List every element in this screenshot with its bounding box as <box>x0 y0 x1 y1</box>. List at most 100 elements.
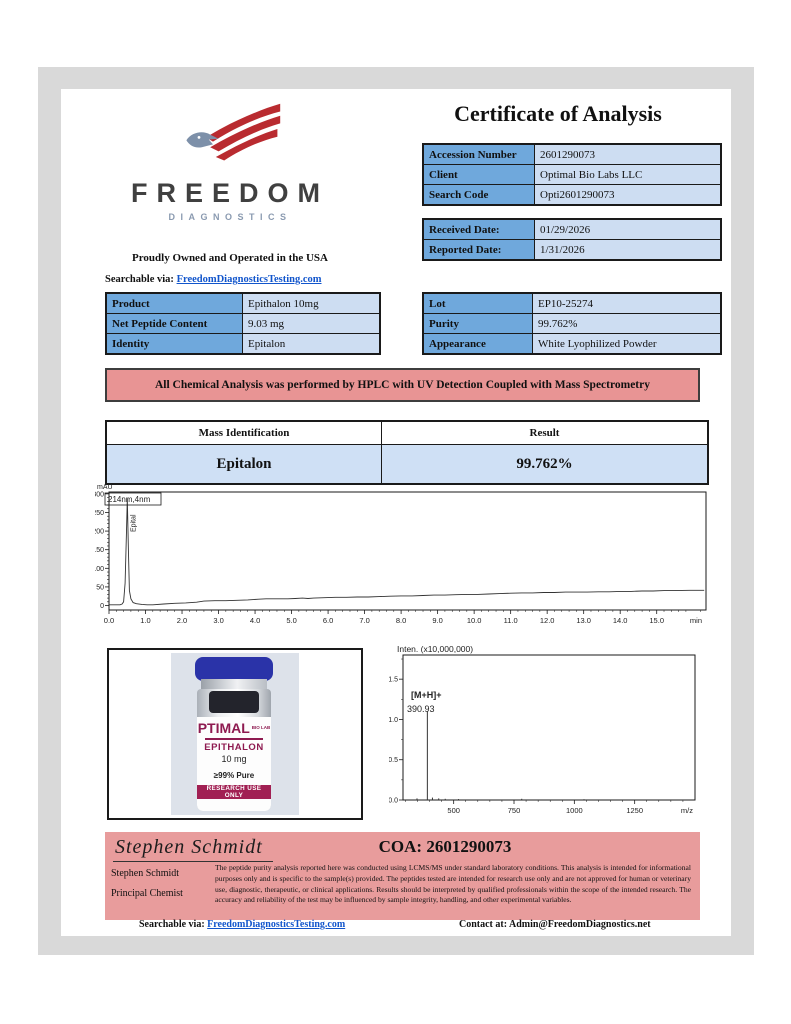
svg-text:1000: 1000 <box>566 806 583 815</box>
svg-text:13.0: 13.0 <box>576 616 591 625</box>
row-label: Appearance <box>422 333 533 355</box>
mass-spectrum-plot: Inten. (x10,000,000) 0.0 0.5 1.0 1.5 500 750 10… <box>388 644 696 815</box>
svg-text:5.0: 5.0 <box>286 616 296 625</box>
table-row: Identity Epitalon <box>105 333 381 355</box>
row-value: Optimal Bio Labs LLC <box>534 164 722 185</box>
table-row: Client Optimal Bio Labs LLC <box>422 164 722 185</box>
eagle-logo-icon <box>185 103 280 161</box>
row-label: Purity <box>422 313 533 334</box>
row-label: Identity <box>105 333 243 355</box>
product-photo-box: PTIMAL BIO LAB EPITHALON 10 mg ≥99% Pure… <box>107 648 363 820</box>
svg-text:214nm,4nm: 214nm,4nm <box>108 495 151 504</box>
row-value: EP10-25274 <box>532 292 722 314</box>
dates-table: Received Date: 01/29/2026 Reported Date: 1… <box>422 218 722 261</box>
row-label: Net Peptide Content <box>105 313 243 334</box>
row-label: Client <box>422 164 535 185</box>
table-row: Lot EP10-25274 <box>422 292 722 314</box>
row-value: White Lyophilized Powder <box>532 333 722 355</box>
svg-text:1.0: 1.0 <box>140 616 150 625</box>
vial-glass: PTIMAL BIO LAB EPITHALON 10 mg ≥99% Pure… <box>197 689 271 811</box>
svg-text:500: 500 <box>447 806 460 815</box>
brand-name: FREEDOM <box>131 178 329 208</box>
vial-brand-suffix: BIO LAB <box>251 724 271 730</box>
row-value: Epitalon <box>242 333 381 355</box>
coa-number: COA: 2601290073 <box>378 837 512 856</box>
chemist-role: Principal Chemist <box>111 888 183 899</box>
svg-text:11.0: 11.0 <box>504 616 518 625</box>
svg-text:14.0: 14.0 <box>613 616 628 625</box>
certificate-page: FREEDOM DIAGNOSTICS Proudly Owned and Op… <box>61 89 731 936</box>
product-table: Product Epithalon 10mg Net Peptide Conten… <box>105 292 381 355</box>
searchable-label: Searchable via: <box>105 274 174 285</box>
svg-text:1250: 1250 <box>626 806 643 815</box>
table-row: Appearance White Lyophilized Powder <box>422 333 722 355</box>
row-value: 99.762% <box>532 313 722 334</box>
vial-product-name: EPITHALON <box>204 742 264 753</box>
svg-text:min: min <box>690 616 702 625</box>
vial-brand: PTIMAL <box>197 720 250 736</box>
vial-photo: PTIMAL BIO LAB EPITHALON 10 mg ≥99% Pure… <box>171 653 299 815</box>
searchable-link[interactable]: FreedomDiagnosticsTesting.com <box>176 274 322 285</box>
row-label: Accession Number <box>422 143 535 165</box>
svg-text:50: 50 <box>96 584 104 591</box>
svg-text:6.0: 6.0 <box>323 616 333 625</box>
svg-text:1.0: 1.0 <box>389 717 398 724</box>
table-row: Purity 99.762% <box>422 313 722 334</box>
svg-text:200: 200 <box>95 529 104 536</box>
svg-text:3.0: 3.0 <box>213 616 223 625</box>
mass-identification-table: Mass Identification Result Epitalon 99.7… <box>105 420 709 485</box>
svg-text:2.0: 2.0 <box>177 616 187 625</box>
table-row: Reported Date: 1/31/2026 <box>422 239 722 261</box>
vial-research-band: RESEARCH USE ONLY <box>197 785 271 799</box>
row-value: Epithalon 10mg <box>242 292 381 314</box>
svg-text:100: 100 <box>95 566 104 573</box>
mass-id-value: Epitalon <box>105 444 382 485</box>
svg-text:15.0: 15.0 <box>649 616 664 625</box>
svg-text:1.5: 1.5 <box>389 677 398 684</box>
svg-text:8.0: 8.0 <box>396 616 406 625</box>
hplc-chromatogram: mAU 0 50 100 150 200 250 300 0.0 1.0 2.0 3.0 4.0 5.0 6… <box>92 480 710 637</box>
vial-purity: ≥99% Pure <box>213 771 255 780</box>
column-header: Mass Identification <box>105 420 382 445</box>
chemist-name: Stephen Schmidt <box>111 868 180 879</box>
result-value: 99.762% <box>381 444 709 485</box>
footer-searchable-link[interactable]: FreedomDiagnosticsTesting.com <box>207 919 346 930</box>
svg-text:12.0: 12.0 <box>540 616 555 625</box>
row-label: Received Date: <box>422 218 535 240</box>
searchable-line: Searchable via: FreedomDiagnosticsTestin… <box>105 274 322 285</box>
disclaimer-text: The peptide purity analysis reported her… <box>215 863 691 905</box>
table-row: Accession Number 2601290073 <box>422 143 722 165</box>
row-value: 2601290073 <box>534 143 722 165</box>
row-value: 9.03 mg <box>242 313 381 334</box>
svg-text:9.0: 9.0 <box>432 616 442 625</box>
table-row: Epitalon 99.762% <box>105 444 709 485</box>
chromatogram-plot: mAU 0 50 100 150 200 250 300 0.0 1.0 2.0 3.0 4.0 5.0 6… <box>92 484 707 625</box>
method-banner: All Chemical Analysis was performed by H… <box>105 368 700 402</box>
table-row: Product Epithalon 10mg <box>105 292 381 314</box>
page-title: Certificate of Analysis <box>454 101 662 126</box>
table-header-row: Mass Identification Result <box>105 420 709 445</box>
row-value: 01/29/2026 <box>534 218 722 240</box>
vial-stopper <box>209 691 259 713</box>
vial-neck <box>201 679 267 691</box>
row-value: 1/31/2026 <box>534 239 722 261</box>
footer-searchable-label: Searchable via: <box>139 919 205 930</box>
row-value: Opti2601290073 <box>534 184 722 206</box>
row-label: Search Code <box>422 184 535 206</box>
svg-text:750: 750 <box>508 806 521 815</box>
svg-text:0.5: 0.5 <box>389 757 398 764</box>
svg-text:4.0: 4.0 <box>250 616 260 625</box>
svg-text:mAU: mAU <box>97 484 113 491</box>
svg-text:390.93: 390.93 <box>407 704 435 714</box>
signature-footer: Stephen Schmidt Stephen Schmidt Principa… <box>105 832 700 920</box>
svg-text:m/z: m/z <box>681 806 693 815</box>
svg-text:0: 0 <box>100 603 104 610</box>
lot-table: Lot EP10-25274 Purity 99.762% Appearance Wh… <box>422 292 722 355</box>
footer-searchable-line: Searchable via: FreedomDiagnosticsTestin… <box>139 919 345 930</box>
footer-contact: Contact at: Admin@FreedomDiagnostics.net <box>459 919 651 930</box>
company-logo: FREEDOM DIAGNOSTICS <box>105 101 355 222</box>
svg-text:Epital: Epital <box>130 514 137 532</box>
brand-subname: DIAGNOSTICS <box>168 212 292 222</box>
vial-label-rule <box>205 738 263 740</box>
svg-text:0.0: 0.0 <box>389 798 398 805</box>
